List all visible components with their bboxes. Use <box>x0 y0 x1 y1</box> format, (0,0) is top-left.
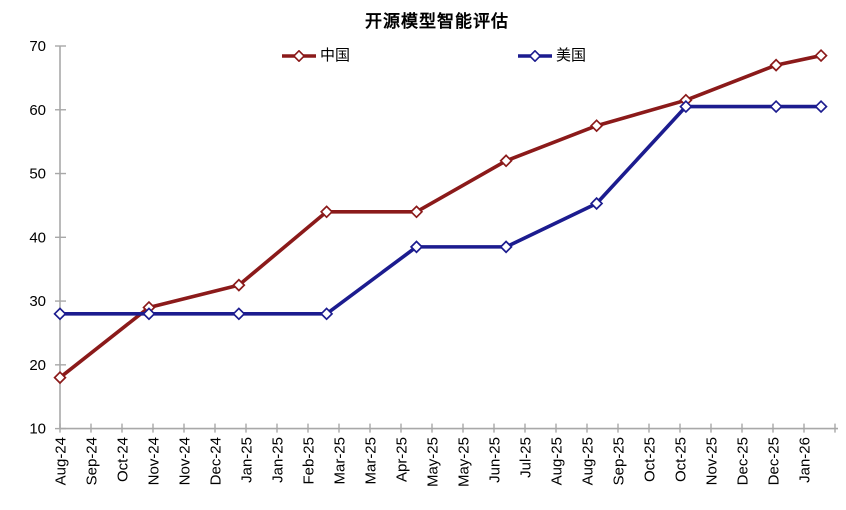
legend-label-us: 美国 <box>556 47 587 64</box>
series-line-us <box>58 104 823 316</box>
x-axis-tick-label: Jan-26 <box>797 437 814 483</box>
x-axis-tick-label: Jun-25 <box>487 437 504 483</box>
x-axis-tick-label: Jan-25 <box>270 437 287 483</box>
data-point-marker-us <box>232 307 246 321</box>
x-axis-tick-label: Oct-25 <box>642 437 659 482</box>
x-axis-tick-label: Nov-24 <box>146 437 163 485</box>
data-point-marker-us <box>769 99 783 114</box>
x-axis-tick-label: Oct-24 <box>115 437 132 482</box>
data-point-marker-us <box>814 99 828 114</box>
y-axis-tick-label: 40 <box>29 229 46 246</box>
y-axis-tick-label: 30 <box>29 293 46 310</box>
x-axis-tick-label: May-25 <box>425 437 442 487</box>
x-axis-tick-label: Aug-25 <box>549 437 566 485</box>
x-axis-tick-label: Oct-25 <box>673 437 690 482</box>
y-axis-tick-label: 70 <box>29 38 46 55</box>
legend-us-line-diamond-icon <box>518 50 552 62</box>
x-axis-tick-label: Feb-25 <box>301 437 318 485</box>
data-point-marker-us <box>142 307 156 321</box>
y-axis-tick-label: 10 <box>29 421 46 438</box>
x-axis-tick-label: Apr-25 <box>394 437 411 482</box>
x-axis-tick-label: Nov-24 <box>177 437 194 485</box>
data-point-marker-us <box>409 240 424 254</box>
x-axis-tick-label: Sep-25 <box>611 437 628 485</box>
data-point-marker-china <box>814 48 828 63</box>
x-axis-tick-label: Dec-25 <box>766 437 783 485</box>
x-axis-tick-label: Aug-25 <box>580 437 597 485</box>
data-point-marker-china <box>499 154 513 168</box>
data-point-marker-us <box>53 307 67 321</box>
data-point-marker-us <box>499 240 513 254</box>
x-axis-tick-label: Mar-25 <box>363 437 380 485</box>
data-point-marker-china <box>53 370 67 385</box>
data-point-marker-us <box>679 99 693 114</box>
data-point-marker-us <box>590 196 604 211</box>
x-axis-tick-label: Mar-25 <box>332 437 349 485</box>
data-point-marker-us <box>319 307 334 321</box>
x-axis-tick-label: May-25 <box>456 437 473 487</box>
y-axis-tick-label: 60 <box>29 102 46 119</box>
x-axis-tick-label: Dec-24 <box>208 437 225 485</box>
x-axis-tick-label: Aug-24 <box>53 437 70 485</box>
chart-title: 开源模型智能评估 <box>365 12 509 31</box>
legend-label-china: 中国 <box>320 47 351 64</box>
x-axis-tick-label: Sep-24 <box>84 437 101 485</box>
series-line-china <box>58 53 823 380</box>
x-axis-tick-label: Jul-25 <box>518 437 535 478</box>
data-point-marker-china <box>769 58 783 72</box>
legend-item-china: 中国 <box>281 47 350 65</box>
x-axis-tick-label: Dec-25 <box>735 437 752 485</box>
data-point-marker-china <box>590 119 604 133</box>
data-point-marker-china <box>319 205 334 219</box>
y-axis-tick-label: 50 <box>29 166 46 183</box>
y-axis-tick-label: 20 <box>29 357 46 374</box>
data-point-marker-china <box>232 278 246 292</box>
x-axis-tick-label: Nov-25 <box>704 437 721 485</box>
legend-item-us: 美国 <box>517 47 586 65</box>
legend-china-line-diamond-icon <box>282 50 316 62</box>
x-axis-tick-label: Jan-25 <box>239 437 256 483</box>
data-point-marker-china <box>409 205 424 219</box>
